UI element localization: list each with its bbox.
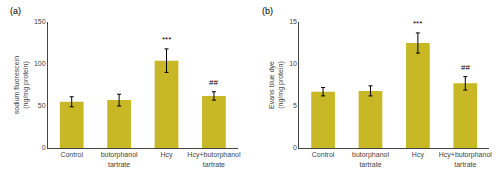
svg-text:15: 15: [289, 18, 297, 25]
svg-text:***: ***: [413, 19, 422, 28]
svg-text:Control: Control: [312, 151, 335, 158]
svg-text:50: 50: [38, 102, 46, 109]
svg-text:100: 100: [34, 60, 46, 67]
svg-text:butorphanoltartrate: butorphanoltartrate: [352, 151, 389, 167]
svg-text:10: 10: [289, 60, 297, 67]
svg-text:##: ##: [209, 78, 218, 87]
svg-text:##: ##: [461, 63, 470, 72]
svg-text:Hcy+butorphanoltartrate: Hcy+butorphanoltartrate: [439, 151, 493, 167]
svg-text:Evans blue dye(ng/mg protein): Evans blue dye(ng/mg protein): [268, 61, 285, 109]
svg-text:Control: Control: [60, 151, 83, 158]
svg-text:0: 0: [42, 144, 46, 151]
svg-text:(b): (b): [262, 6, 273, 16]
svg-text:Hcy: Hcy: [160, 151, 173, 159]
svg-text:Hcy+butorphanoltartrate: Hcy+butorphanoltartrate: [187, 151, 241, 167]
svg-text:***: ***: [162, 35, 171, 44]
svg-text:0: 0: [293, 144, 297, 151]
svg-text:sodium fluorescein(ng/mg prote: sodium fluorescein(ng/mg protein): [13, 56, 30, 114]
svg-text:Hcy: Hcy: [412, 151, 425, 159]
svg-text:(a): (a): [10, 6, 21, 16]
svg-text:5: 5: [293, 102, 297, 109]
svg-text:butorphanoltartrate: butorphanoltartrate: [101, 151, 138, 167]
svg-text:150: 150: [34, 18, 46, 25]
